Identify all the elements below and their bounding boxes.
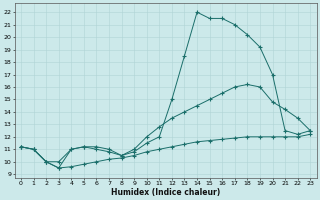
X-axis label: Humidex (Indice chaleur): Humidex (Indice chaleur) (111, 188, 220, 197)
